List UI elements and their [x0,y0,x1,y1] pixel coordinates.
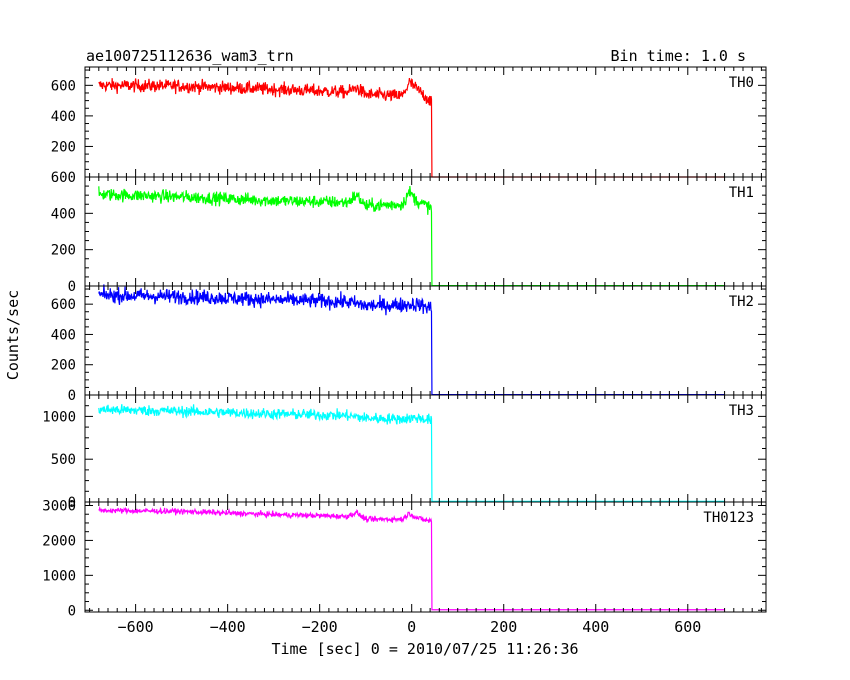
panel-label: TH3 [729,403,754,419]
chart-title: ae100725112636_wam3_trn [86,47,294,65]
x-tick-labels: −600 −400 −200 0 200 400 600 [118,618,702,636]
panel-th0: 200 400 600 TH0 [51,66,767,178]
panel-th3: 0 500 1000 TH3 [42,394,767,511]
y-tick-label: 200 [51,243,76,259]
x-tick-label: 400 [582,618,609,636]
y-tick-label: 400 [51,327,76,343]
panels-group: 200 400 600 TH0 0 200 400 600 TH1 0 200 400 600 TH2 0 5… [42,66,767,619]
x-axis-label: Time [sec] 0 = 2010/07/25 11:26:36 [271,640,578,658]
series-line-th0123 [98,506,725,611]
y-axis-label: Counts/sec [4,290,22,380]
y-tick-label: 600 [51,78,76,94]
x-tick-label: −400 [210,618,246,636]
x-tick-label: 600 [674,618,701,636]
panel-frame [84,501,767,613]
panel-th1: 0 200 400 600 TH1 [51,170,767,295]
x-tick-label: −600 [118,618,154,636]
y-tick-label: 600 [51,170,76,186]
y-tick-label: 400 [51,109,76,125]
y-tick-label: 0 [68,495,76,511]
panel-frame [84,176,767,287]
y-tick-label: 0 [68,279,76,295]
series-line-th1 [98,185,725,287]
y-tick-label: 1000 [42,409,76,425]
panel-label: TH2 [729,294,754,310]
panel-label: TH0123 [703,510,754,526]
y-tick-label: 400 [51,206,76,222]
y-tick-label: 1000 [42,568,76,584]
y-tick-label: 500 [51,452,76,468]
y-tick-label: 600 [51,297,76,313]
panel-label: TH1 [729,185,754,201]
bin-time-label: Bin time: 1.0 s [611,47,746,65]
y-tick-label: 2000 [42,533,76,549]
panel-th0123: 0 1000 2000 3000 TH0123 [42,498,767,619]
series-line-th0 [98,77,725,178]
panel-label: TH0 [729,75,754,91]
y-tick-label: 0 [68,388,76,404]
series-line-th2 [98,284,725,396]
y-tick-label: 0 [68,603,76,619]
x-tick-label: 0 [407,618,416,636]
y-tick-label: 200 [51,358,76,374]
series-line-th3 [98,404,725,502]
panel-th2: 0 200 400 600 TH2 [51,284,767,404]
x-tick-label: −200 [302,618,338,636]
x-tick-label: 200 [490,618,517,636]
y-tick-label: 3000 [42,498,76,514]
y-tick-label: 200 [51,139,76,155]
